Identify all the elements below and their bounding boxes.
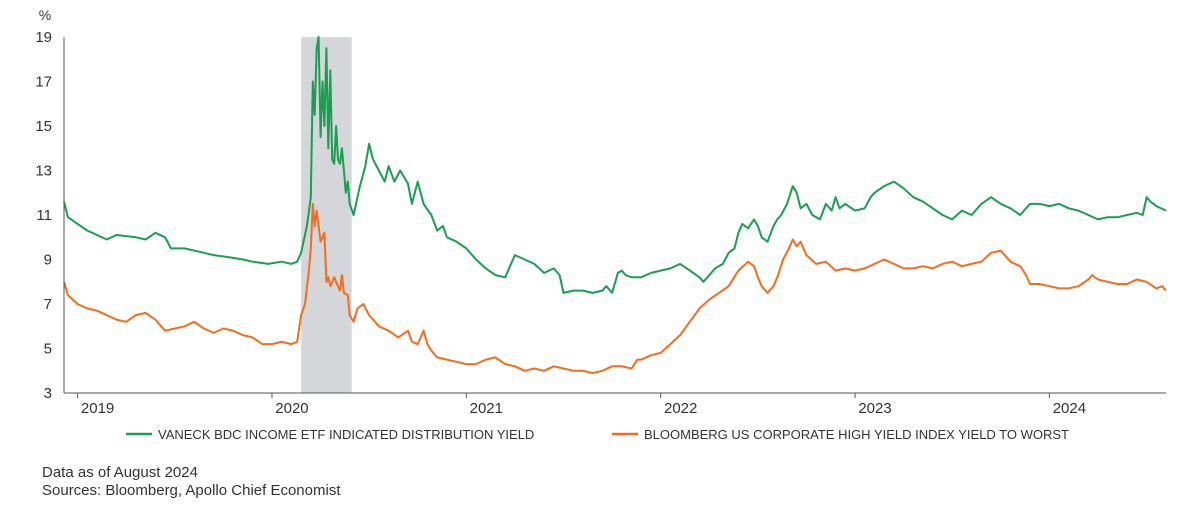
- x-tick-label-2022: 2022: [664, 400, 697, 417]
- y-tick-label-17: 17: [35, 74, 52, 91]
- x-tick-label-2023: 2023: [858, 400, 891, 417]
- y-tick-label-15: 15: [35, 118, 52, 135]
- series-line-bdc-yield: [63, 36, 1167, 294]
- y-tick-label-5: 5: [44, 341, 52, 358]
- axis-layer: %: [39, 7, 1166, 394]
- y-tick-label-9: 9: [44, 252, 52, 269]
- x-tick-label-2020: 2020: [275, 400, 308, 417]
- x-tick-label-2024: 2024: [1053, 400, 1086, 417]
- sources-note: Sources: Bloomberg, Apollo Chief Economi…: [42, 482, 341, 499]
- tick-layer: 3 5 7 9 11 13 15 17 19 2019 2020 2021 2022 2023 2024: [35, 29, 1086, 417]
- chart: % 3 5 7 9 11 13 15 17 19 2019 2020 2021 2022 2023 2024…: [35, 7, 1167, 442]
- y-tick-label-3: 3: [44, 385, 52, 402]
- series-layer: [63, 36, 1167, 374]
- y-tick-label-13: 13: [35, 163, 52, 180]
- data-date-note: Data as of August 2024: [42, 464, 198, 481]
- y-tick-label-11: 11: [36, 207, 52, 224]
- y-axis-unit-label: %: [39, 7, 51, 23]
- legend-label-1: BLOOMBERG US CORPORATE HIGH YIELD INDEX …: [644, 427, 1069, 442]
- legend: VANECK BDC INCOME ETF INDICATED DISTRIBU…: [126, 427, 1069, 442]
- y-tick-label-7: 7: [44, 296, 52, 313]
- series-line-high-yield-ytw: [63, 202, 1167, 374]
- x-tick-label-2019: 2019: [81, 400, 114, 417]
- legend-label-0: VANECK BDC INCOME ETF INDICATED DISTRIBU…: [158, 427, 534, 442]
- y-tick-label-19: 19: [35, 29, 52, 46]
- x-tick-label-2021: 2021: [470, 400, 503, 417]
